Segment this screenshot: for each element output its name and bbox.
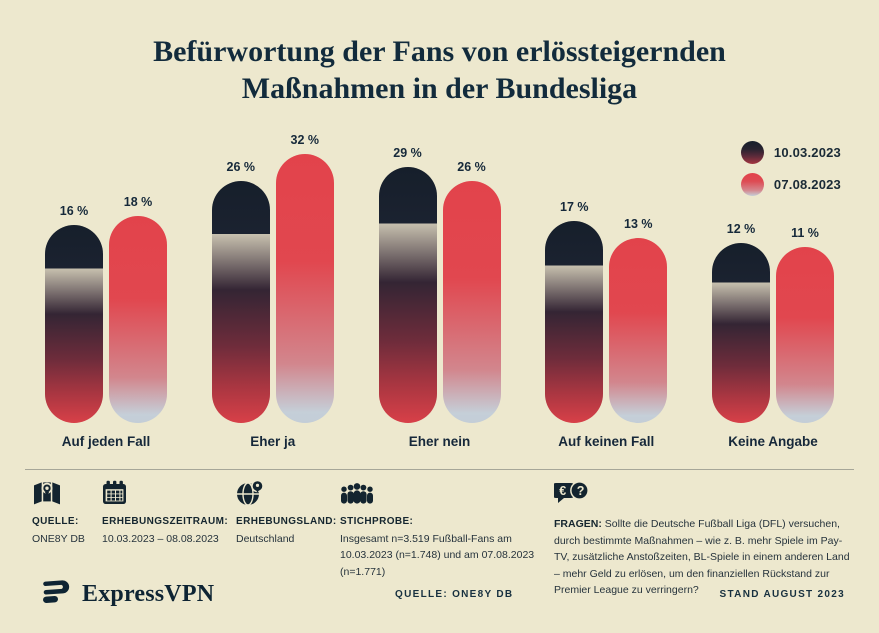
bar-column: 13 % xyxy=(609,217,668,423)
bar-pair: 12 % 11 % xyxy=(712,130,834,423)
info-row: QUELLE: ONE8Y DB ERHEBUNGSZEITRAUM: 10.0… xyxy=(32,480,857,599)
bar-column: 18 % xyxy=(109,195,167,423)
period-label: ERHEBUNGSZEITRAUM: xyxy=(102,516,229,527)
bar-value-label: 32 % xyxy=(290,133,320,147)
bar-value-label: 17 % xyxy=(560,200,589,214)
country-value: Deutschland xyxy=(236,533,295,545)
bar-column: 26 % xyxy=(211,160,270,423)
expressvpn-logo-icon xyxy=(36,577,72,612)
question-text: FRAGEN: Sollte die Deutsche Fußball Liga… xyxy=(554,516,857,599)
bar-series1 xyxy=(211,181,270,423)
category-label: Auf keinen Fall xyxy=(558,434,655,449)
legend-label: 07.08.2023 xyxy=(773,177,841,192)
bar-value-label: 26 % xyxy=(457,160,486,174)
bar-pair: 16 % 18 % xyxy=(45,130,167,423)
period-value: 10.03.2023 – 08.08.2023 xyxy=(102,533,219,545)
legend-item-march: 10.03.2023 xyxy=(740,141,841,164)
bar-series2 xyxy=(109,216,167,423)
calendar-icon xyxy=(102,480,232,507)
divider-line xyxy=(25,469,854,470)
bar-column: 17 % xyxy=(545,200,604,423)
legend-swatch-august-icon xyxy=(740,173,764,196)
bar-column: 32 % xyxy=(275,133,334,423)
page-title: Befürwortung der Fans von erlössteigernd… xyxy=(0,0,879,108)
chart-legend: 10.03.2023 07.08.2023 xyxy=(740,141,841,205)
bar-series1 xyxy=(378,167,437,423)
bar-column: 29 % xyxy=(378,146,437,423)
bar-column: 12 % xyxy=(712,222,770,423)
bar-series2 xyxy=(442,181,501,423)
euro-glyph: € xyxy=(559,484,566,498)
info-block-question: € ? FRAGEN: Sollte die Deutsche Fußball … xyxy=(554,480,857,599)
bar-group: 12 % 11 % Keine Angabe xyxy=(712,130,834,455)
category-label: Eher ja xyxy=(250,434,296,449)
bar-value-label: 11 % xyxy=(791,226,819,240)
bar-pair: 26 % 32 % xyxy=(211,130,334,423)
bar-value-label: 12 % xyxy=(726,222,756,236)
bar-series1 xyxy=(45,225,103,423)
bar-group: 17 % 13 % Auf keinen Fall xyxy=(545,130,668,455)
bar-series1 xyxy=(545,221,604,423)
bar-value-label: 26 % xyxy=(226,160,256,174)
bar-value-label: 29 % xyxy=(393,146,422,160)
page-title-line1: Befürwortung der Fans von erlössteigernd… xyxy=(153,35,726,68)
sample-value: Insgesamt n=3.519 Fußball-Fans am 10.03.… xyxy=(340,533,535,578)
people-crowd-icon xyxy=(340,480,544,507)
bar-series2 xyxy=(609,238,668,423)
bar-column: 11 % xyxy=(776,226,834,423)
question-label: FRAGEN: xyxy=(554,518,602,530)
question-value: Sollte die Deutsche Fußball Liga (DFL) v… xyxy=(554,518,850,597)
source-label: QUELLE: xyxy=(32,516,79,527)
info-block-source: QUELLE: ONE8Y DB xyxy=(32,480,94,599)
page-title-line2: Maßnahmen in der Bundesliga xyxy=(241,71,638,105)
bar-column: 16 % xyxy=(45,204,103,423)
bar-pair: 17 % 13 % xyxy=(545,130,668,423)
legend-label: 10.03.2023 xyxy=(773,145,841,160)
category-label: Eher nein xyxy=(408,434,471,449)
bar-series2 xyxy=(776,247,834,423)
footer: ExpressVPN QUELLE: ONE8Y DB STAND AUGUST… xyxy=(0,569,879,633)
bar-value-label: 13 % xyxy=(624,217,653,231)
category-label: Keine Angabe xyxy=(728,434,818,449)
brand: ExpressVPN xyxy=(36,577,214,612)
info-block-sample: STICHPROBE: Insgesamt n=3.519 Fußball-Fa… xyxy=(340,480,544,599)
country-label: ERHEBUNGSLAND: xyxy=(236,516,337,527)
footer-source-note: QUELLE: ONE8Y DB xyxy=(395,589,514,600)
info-block-country: ERHEBUNGSLAND: Deutschland xyxy=(236,480,337,599)
legend-swatch-march-icon xyxy=(740,141,764,164)
info-block-period: ERHEBUNGSZEITRAUM: 10.03.2023 – 08.08.20… xyxy=(102,480,232,599)
speech-bubbles-question-icon: € ? xyxy=(554,480,589,507)
footer-stand-note: STAND AUGUST 2023 xyxy=(719,589,845,600)
map-pin-icon xyxy=(32,480,94,507)
bar-group: 26 % 32 % Eher ja xyxy=(211,130,334,455)
bar-pair: 29 % 26 % xyxy=(378,130,501,423)
sample-label: STICHPROBE: xyxy=(340,516,414,527)
bar-value-label: 18 % xyxy=(123,195,153,209)
bar-chart: 16 % 18 % Auf jeden Fall 26 % 32 % Eher ja 29 … xyxy=(45,130,834,455)
source-value: ONE8Y DB xyxy=(32,533,85,545)
globe-pin-icon xyxy=(236,480,334,507)
legend-item-august: 07.08.2023 xyxy=(740,173,841,196)
bar-series2 xyxy=(275,154,334,423)
bar-group: 16 % 18 % Auf jeden Fall xyxy=(45,130,167,455)
bar-value-label: 16 % xyxy=(59,204,89,218)
bar-column: 26 % xyxy=(442,160,501,423)
bar-group: 29 % 26 % Eher nein xyxy=(378,130,501,455)
question-glyph: ? xyxy=(577,484,585,498)
bar-series1 xyxy=(712,243,770,423)
brand-name: ExpressVPN xyxy=(82,581,215,607)
category-label: Auf jeden Fall xyxy=(61,434,151,449)
